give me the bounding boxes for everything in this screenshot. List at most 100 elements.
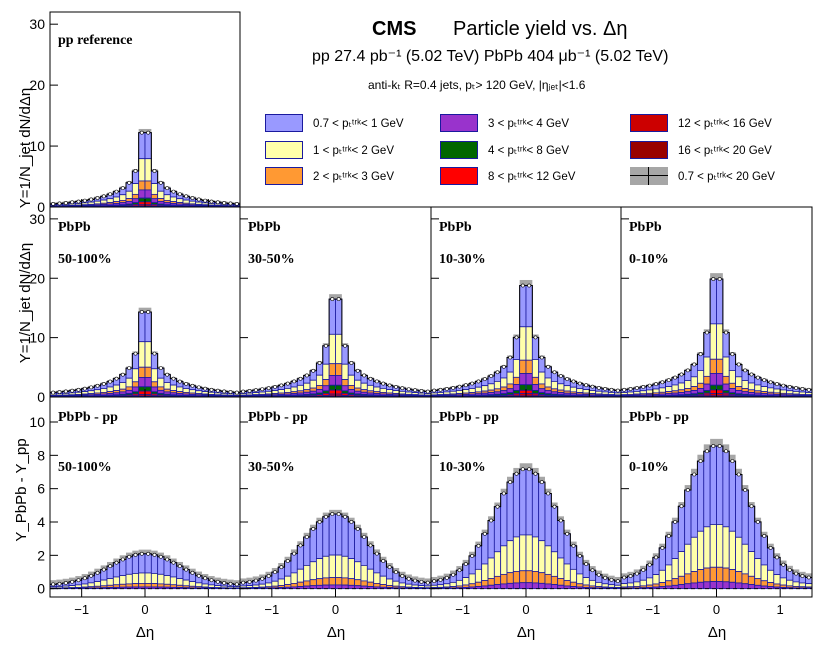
stack-bar xyxy=(519,326,527,361)
data-point xyxy=(190,570,195,575)
data-point xyxy=(508,355,513,360)
stack-bar xyxy=(163,559,171,576)
stack-bar xyxy=(620,583,628,588)
stack-bar xyxy=(290,553,298,574)
data-point xyxy=(622,387,627,392)
stack-bar xyxy=(474,581,483,587)
legend-label: 8 < pₜᵗʳᵏ< 12 GeV xyxy=(488,171,576,183)
data-point xyxy=(108,379,113,384)
stack-bar xyxy=(506,481,514,542)
stack-bar xyxy=(531,337,540,360)
data-point xyxy=(463,562,468,566)
data-point xyxy=(647,383,652,388)
stack-bar xyxy=(176,386,184,392)
stack-bar xyxy=(493,388,502,393)
stack-bar xyxy=(125,386,133,391)
legend-swatch xyxy=(440,114,478,132)
data-point xyxy=(165,372,170,377)
stack-bar xyxy=(677,382,686,391)
data-point xyxy=(304,535,309,539)
data-point xyxy=(457,384,462,389)
stack-bar xyxy=(500,493,508,547)
stack-bar xyxy=(347,521,356,560)
data-point xyxy=(285,381,290,386)
data-point xyxy=(292,379,297,384)
legend-item: 0.7 < pₜᵗʳᵏ< 20 GeV xyxy=(630,167,775,185)
stack-bar xyxy=(557,584,565,590)
stack-bar xyxy=(538,582,546,590)
stack-bar xyxy=(138,311,146,343)
stack-bar xyxy=(163,382,171,390)
data-point xyxy=(234,201,239,206)
stack-bar xyxy=(131,183,140,195)
data-point xyxy=(501,491,506,496)
data-point xyxy=(438,387,443,392)
data-point xyxy=(165,557,170,562)
stack-bar xyxy=(303,382,311,391)
data-point xyxy=(717,444,722,448)
stack-bar xyxy=(677,575,686,585)
stack-bar xyxy=(354,528,362,563)
centrality-label: 0-10% xyxy=(629,252,669,267)
data-point xyxy=(679,504,684,509)
stack-bar xyxy=(195,582,203,588)
stack-bar xyxy=(519,359,527,374)
data-point xyxy=(711,444,716,448)
data-point xyxy=(463,383,468,388)
total-step-line xyxy=(431,285,621,392)
stack-bar xyxy=(671,384,679,392)
stack-bar xyxy=(569,568,578,583)
stack-bar xyxy=(119,194,127,201)
data-point xyxy=(717,277,722,281)
stack-bar xyxy=(538,357,546,373)
data-point xyxy=(546,364,551,369)
x-tick-label: −1 xyxy=(264,602,279,617)
stack-bar xyxy=(525,468,533,536)
stack-bar xyxy=(493,575,502,585)
data-point xyxy=(736,472,741,477)
data-point xyxy=(413,578,417,583)
stack-bar xyxy=(728,581,737,590)
data-point xyxy=(666,378,671,383)
data-point xyxy=(679,372,684,377)
data-point xyxy=(266,386,271,391)
stack-bar xyxy=(697,460,705,532)
stack-bar xyxy=(138,341,146,368)
data-point xyxy=(768,545,773,550)
centrality-label: 50-100% xyxy=(58,460,112,475)
stack-bar xyxy=(512,359,521,378)
stack-bar xyxy=(531,473,540,538)
data-point xyxy=(139,551,144,556)
stack-bar xyxy=(481,385,489,392)
data-point xyxy=(298,543,303,548)
data-point xyxy=(787,568,792,572)
y-tick-label: 10 xyxy=(29,330,45,346)
data-point xyxy=(247,388,252,393)
data-point xyxy=(615,579,620,584)
stack-bar xyxy=(112,576,121,586)
stack-bar xyxy=(798,582,807,588)
data-point xyxy=(177,564,182,569)
data-point xyxy=(724,330,728,335)
data-point xyxy=(381,559,386,563)
stack-bar xyxy=(487,383,495,391)
stack-bar xyxy=(525,384,533,391)
stack-bar xyxy=(538,481,546,542)
data-point xyxy=(552,370,557,375)
stack-bar xyxy=(144,553,152,574)
x-tick-label: 1 xyxy=(586,602,593,617)
stack-bar xyxy=(531,571,540,584)
stack-bar xyxy=(487,557,495,579)
stack-bar xyxy=(525,582,533,590)
stack-bar xyxy=(531,536,540,572)
data-point xyxy=(292,551,297,556)
stack-bar xyxy=(138,132,146,160)
stack-bar xyxy=(284,388,292,393)
stack-bar xyxy=(163,388,171,393)
data-point xyxy=(273,384,277,389)
stack-bar xyxy=(690,474,698,538)
chart-title: Particle yield vs. Δη xyxy=(453,18,628,40)
data-point xyxy=(63,581,68,585)
data-point xyxy=(82,576,87,581)
stack-bar xyxy=(779,389,787,394)
